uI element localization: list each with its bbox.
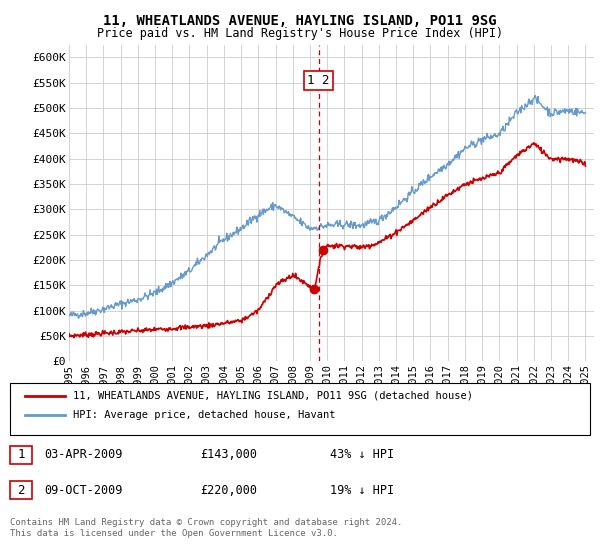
Text: 43% ↓ HPI: 43% ↓ HPI (330, 449, 394, 461)
Text: 11, WHEATLANDS AVENUE, HAYLING ISLAND, PO11 9SG: 11, WHEATLANDS AVENUE, HAYLING ISLAND, P… (103, 14, 497, 28)
FancyBboxPatch shape (10, 481, 32, 499)
Text: 19% ↓ HPI: 19% ↓ HPI (330, 483, 394, 497)
FancyBboxPatch shape (10, 383, 590, 435)
Text: £220,000: £220,000 (200, 483, 257, 497)
FancyBboxPatch shape (10, 446, 32, 464)
Text: 2: 2 (17, 483, 25, 497)
Text: Price paid vs. HM Land Registry's House Price Index (HPI): Price paid vs. HM Land Registry's House … (97, 27, 503, 40)
Text: 11, WHEATLANDS AVENUE, HAYLING ISLAND, PO11 9SG (detached house): 11, WHEATLANDS AVENUE, HAYLING ISLAND, P… (73, 391, 473, 401)
Text: HPI: Average price, detached house, Havant: HPI: Average price, detached house, Hava… (73, 410, 335, 420)
Text: £143,000: £143,000 (200, 449, 257, 461)
Text: 1: 1 (17, 449, 25, 461)
Text: 03-APR-2009: 03-APR-2009 (44, 449, 122, 461)
Text: 09-OCT-2009: 09-OCT-2009 (44, 483, 122, 497)
Text: Contains HM Land Registry data © Crown copyright and database right 2024.
This d: Contains HM Land Registry data © Crown c… (10, 519, 403, 538)
Text: 1 2: 1 2 (307, 74, 330, 87)
